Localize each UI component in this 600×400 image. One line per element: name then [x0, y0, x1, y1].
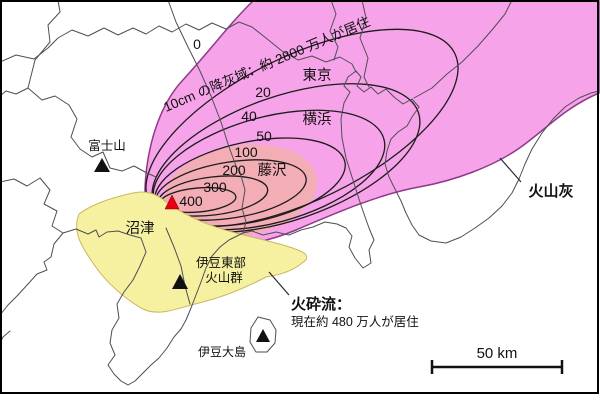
fuji-triangle-marker — [94, 158, 110, 172]
pyroclastic-leader-line — [268, 271, 290, 296]
izu-oshima-island — [249, 316, 277, 353]
label-fuji: 富士山 — [88, 138, 126, 153]
contour-label-20: 20 — [255, 84, 271, 100]
border-fuji-area — [27, 87, 157, 178]
label-fujisawa: 藤沢 — [258, 162, 287, 179]
contour-label-50: 50 — [256, 128, 272, 144]
coast-main — [62, 70, 600, 386]
label-izu-oshima: 伊豆大島 — [198, 344, 246, 359]
contour-label-0: 0 — [193, 36, 201, 52]
scale-bar-label: 50 km — [477, 345, 518, 362]
border-yamanashi-kanagawa — [167, 0, 247, 234]
border-tokyo-west — [329, 0, 339, 61]
izu-tobu-triangle-marker — [172, 274, 188, 289]
contour-label-100: 100 — [234, 144, 258, 160]
scale-bar: 50 km — [430, 345, 564, 374]
coast-suruga-southwest — [0, 232, 64, 316]
label-tokyo: 東京 — [303, 67, 332, 84]
label-yokohama: 横浜 — [303, 111, 332, 128]
oshima-triangle-marker — [256, 329, 270, 342]
coastlines-and-borders — [0, 0, 600, 386]
label-izu-tobu-line2: 火山群 — [205, 271, 243, 285]
contour-label-40: 40 — [241, 108, 257, 124]
volcano-markers — [94, 158, 270, 342]
border-chiba — [413, 0, 513, 99]
label-volcanic-ash: 火山灰 — [528, 182, 573, 200]
contour-value-labels: 0 20 40 50 100 200 300 400 — [179, 36, 272, 209]
label-numazu: 沼津 — [126, 220, 155, 237]
label-izu-tobu-line1: 伊豆東部 — [196, 255, 246, 270]
city-labels: 東京 横浜 藤沢 沼津 — [126, 67, 332, 237]
border-north — [0, 21, 357, 73]
pyroclastic-flow-zone — [76, 191, 308, 313]
contour-label-200: 200 — [222, 162, 246, 178]
landmark-labels: 富士山 伊豆東部 火山群 伊豆大島 — [88, 138, 246, 359]
volcanic-ash-leader-line — [499, 157, 522, 183]
border-tokyo-east — [359, 0, 370, 88]
label-pyroclastic-sub: 現在約 480 万人が居住 — [291, 314, 419, 329]
border-izu-inner — [165, 227, 191, 305]
border-west-coast-junction — [0, 177, 64, 234]
contour-label-300: 300 — [203, 179, 227, 195]
contour-label-400: 400 — [179, 193, 203, 209]
label-pyroclastic-title: 火砕流： — [291, 295, 351, 313]
vent-triangle-marker — [164, 194, 180, 210]
border-northwest — [0, 0, 61, 97]
